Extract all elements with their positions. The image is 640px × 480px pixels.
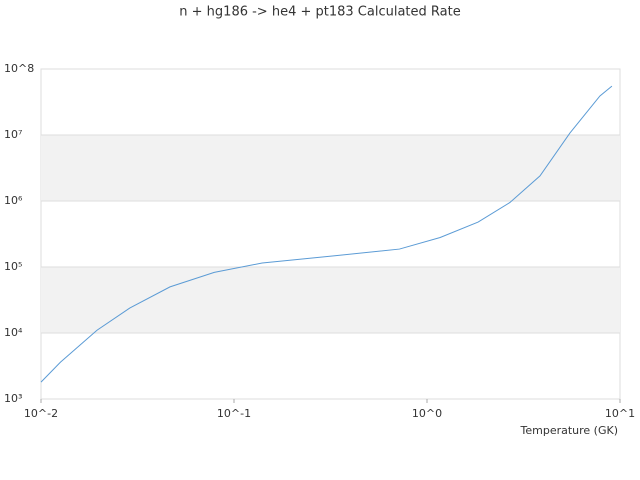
y-tick-label: 10⁶ [4, 194, 23, 207]
plot-area [40, 68, 621, 400]
x-tick-label: 10^-2 [24, 407, 58, 420]
grid-band [41, 135, 620, 201]
y-tick-label: 10^8 [4, 62, 34, 75]
y-tick-label: 10⁴ [4, 326, 23, 339]
x-tick-label: 10^0 [412, 407, 442, 420]
y-tick-label: 10⁵ [4, 260, 22, 273]
x-tick-label: 10^-1 [217, 407, 251, 420]
data-line [40, 85, 613, 383]
chart-title: n + hg186 -> he4 + pt183 Calculated Rate [179, 5, 460, 20]
x-tick-label: 10^1 [605, 407, 635, 420]
y-tick-label: 10⁷ [4, 128, 22, 141]
y-tick-label: 10³ [4, 392, 22, 405]
grid-band [41, 267, 620, 333]
x-axis-label: Temperature (GK) [520, 424, 619, 437]
